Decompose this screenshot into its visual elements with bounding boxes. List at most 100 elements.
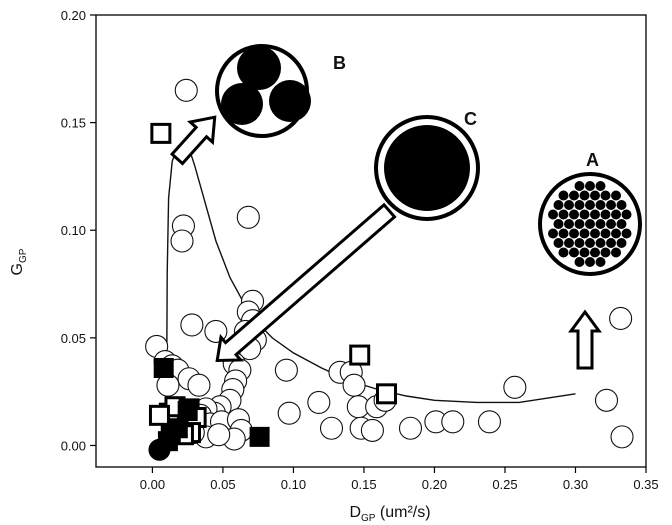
open-square-point xyxy=(376,383,398,405)
small-disk xyxy=(611,247,621,258)
open-circle-point xyxy=(441,410,465,434)
small-disk xyxy=(574,238,585,248)
open-circle-point xyxy=(236,205,260,229)
small-disk xyxy=(611,209,621,220)
open-circle-point xyxy=(503,375,527,399)
small-disk xyxy=(553,219,564,229)
open-circle-point xyxy=(609,306,633,331)
filled-square-point xyxy=(153,357,174,378)
open-circle-point xyxy=(594,388,619,412)
open-circle-point xyxy=(360,418,384,442)
x-tick-label: 0.25 xyxy=(492,477,517,492)
y-tick-label: 0.05 xyxy=(61,331,86,346)
label-c: C xyxy=(464,109,477,129)
small-disk xyxy=(621,209,632,220)
small-disk xyxy=(595,257,606,267)
open-circle-point xyxy=(187,373,211,397)
x-axis-title: DGP (um²/s) xyxy=(349,504,430,524)
small-disk xyxy=(585,181,595,191)
y-tick-label: 0.15 xyxy=(61,116,86,131)
small-disk xyxy=(553,200,564,210)
small-disk xyxy=(585,257,595,267)
small-disk xyxy=(590,190,600,201)
illustration-b xyxy=(215,44,311,138)
label-b: B xyxy=(333,53,346,73)
small-disk xyxy=(595,181,606,191)
open-circle-point xyxy=(610,425,634,449)
small-disk xyxy=(548,209,558,220)
small-disk xyxy=(569,209,579,220)
open-circle-point xyxy=(274,358,298,382)
open-circle-point xyxy=(477,410,502,434)
small-disk xyxy=(600,228,611,239)
x-tick-label: 0.10 xyxy=(281,477,306,492)
small-disk xyxy=(579,247,590,258)
open-circle-point xyxy=(342,373,366,397)
open-square-point xyxy=(148,404,170,426)
y-tick-label: 0.00 xyxy=(61,438,86,453)
open-circle-point xyxy=(207,423,231,447)
small-disk xyxy=(569,190,579,201)
small-disk xyxy=(600,190,611,201)
small-disk xyxy=(569,247,579,258)
small-disk xyxy=(590,209,600,220)
small-disk xyxy=(574,181,585,191)
x-tick-label: 0.30 xyxy=(563,477,588,492)
small-disk xyxy=(548,228,558,239)
small-disk xyxy=(590,228,600,239)
y-tick-label: 0.20 xyxy=(61,8,86,23)
open-circle-point xyxy=(398,416,423,440)
small-disk xyxy=(574,219,585,229)
small-disk xyxy=(595,238,606,248)
small-disk xyxy=(600,209,611,220)
small-disk xyxy=(611,190,621,201)
small-disk xyxy=(564,200,574,210)
x-tick-label: 0.15 xyxy=(351,477,376,492)
small-disk xyxy=(606,200,616,210)
small-disk xyxy=(564,219,574,229)
open-circle-point xyxy=(319,416,344,440)
small-disk xyxy=(585,238,595,248)
small-disk xyxy=(558,247,569,258)
small-disk xyxy=(616,238,627,248)
open-circle-point xyxy=(180,313,204,337)
arrow-to-a xyxy=(568,309,602,370)
open-circle-point xyxy=(277,401,301,425)
small-disk xyxy=(585,200,595,210)
small-disk xyxy=(590,247,600,258)
small-disk xyxy=(606,219,616,229)
small-disk xyxy=(569,228,579,239)
small-disk xyxy=(558,228,569,239)
small-disk xyxy=(616,219,627,229)
arrow-to-c xyxy=(215,202,397,362)
x-axis-ticks: 0.00 0.05 0.10 0.15 0.20 0.25 0.30 0.35 xyxy=(140,467,659,492)
small-disk xyxy=(611,228,621,239)
label-a: A xyxy=(586,150,599,170)
y-axis-ticks: 0.00 0.05 0.10 0.15 0.20 xyxy=(61,8,96,453)
small-disk xyxy=(595,200,606,210)
open-square-point xyxy=(150,122,172,144)
open-square-point xyxy=(349,344,371,366)
x-tick-label: 0.20 xyxy=(422,477,447,492)
open-circle-point xyxy=(307,390,331,414)
small-disk xyxy=(579,190,590,201)
small-disk xyxy=(606,238,616,248)
small-disk xyxy=(579,209,590,220)
small-disk xyxy=(558,209,569,220)
open-circle-point xyxy=(170,229,194,253)
open-circle-point xyxy=(174,78,198,102)
y-axis-title: GGP xyxy=(9,248,29,275)
filled-square-point xyxy=(249,426,270,447)
small-disk xyxy=(558,190,569,201)
illustration-a xyxy=(538,172,642,276)
small-disk xyxy=(564,238,574,248)
small-disk xyxy=(574,200,585,210)
x-tick-label: 0.35 xyxy=(633,477,658,492)
fit-curve xyxy=(165,141,576,435)
small-disk xyxy=(616,200,627,210)
small-disk xyxy=(579,228,590,239)
x-tick-label: 0.00 xyxy=(140,477,165,492)
small-disk xyxy=(600,247,611,258)
filled-square-point xyxy=(177,401,198,422)
